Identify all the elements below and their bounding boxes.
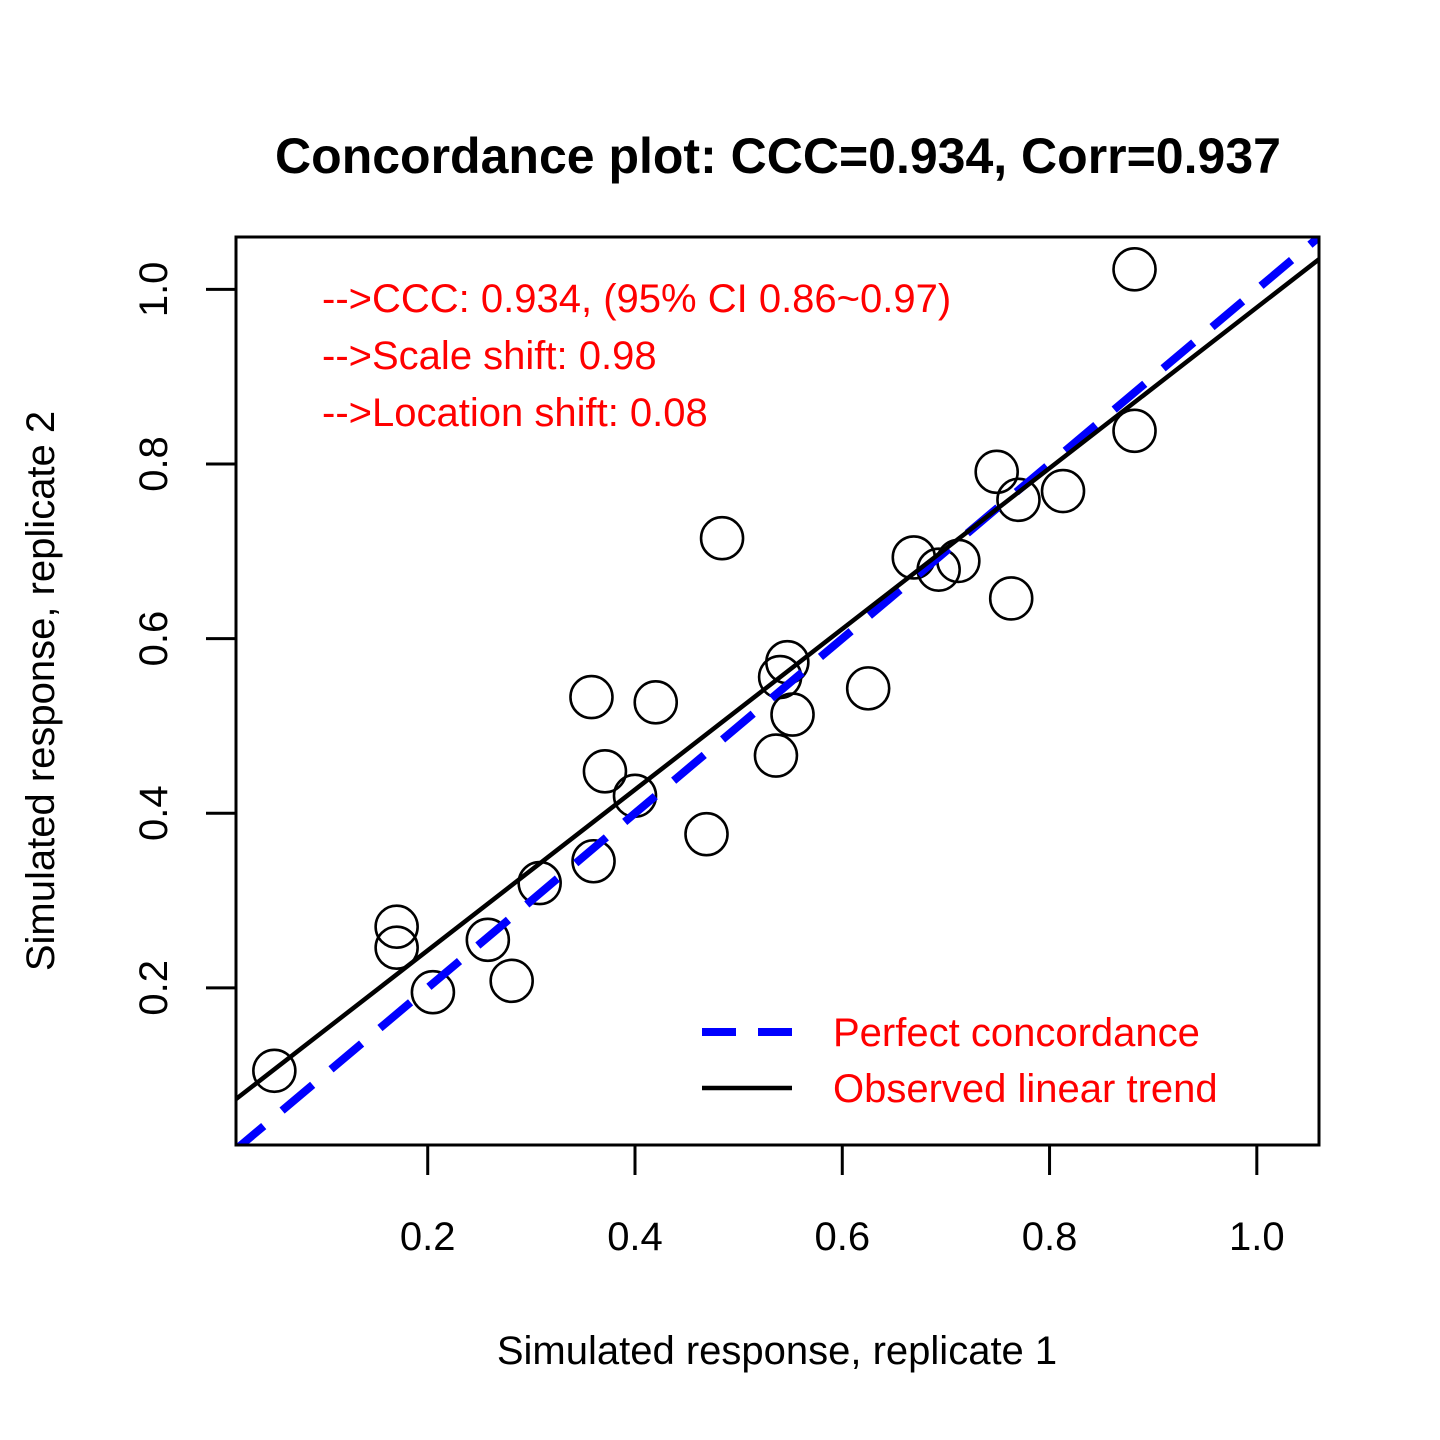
data-point-2: [374, 925, 419, 970]
y-tick-label-2: 0.6: [132, 611, 176, 667]
data-point-12: [684, 811, 729, 857]
data-point-17: [770, 692, 815, 737]
data-point-23: [988, 576, 1034, 621]
annotation-0: -->CCC: 0.934, (95% CI 0.86~0.97): [322, 277, 951, 321]
data-point-8: [571, 838, 616, 884]
data-point-9: [582, 749, 628, 794]
legend: Perfect concordance Observed linear trend: [702, 1011, 1218, 1111]
annotation-1: -->Scale shift: 0.98: [322, 334, 657, 378]
y-tick-label-1: 0.4: [132, 785, 176, 841]
data-point-27: [1112, 247, 1157, 292]
data-point-26: [1112, 408, 1157, 454]
x-tick-label-0: 0.2: [400, 1215, 456, 1259]
annotation-2: -->Location shift: 0.08: [322, 391, 708, 435]
data-point-7: [569, 674, 614, 720]
legend-label-1: Observed linear trend: [833, 1067, 1218, 1111]
data-point-0: [252, 1048, 297, 1094]
y-tick-label-0: 0.2: [132, 960, 176, 1016]
data-point-5: [489, 958, 534, 1004]
chart-title: Concordance plot: CCC=0.934, Corr=0.937: [275, 128, 1281, 184]
data-point-22: [974, 449, 1019, 495]
observed-trend-line: [236, 256, 1319, 1102]
y-tick-label-4: 1.0: [132, 262, 176, 318]
x-tick-label-2: 0.6: [814, 1215, 870, 1259]
y-tick-label-3: 0.8: [132, 436, 176, 492]
data-point-1: [374, 904, 419, 950]
data-point-11: [633, 680, 679, 725]
data-point-24: [996, 477, 1041, 523]
data-point-13: [699, 515, 745, 561]
x-axis: 0.2 0.4 0.6 0.8 1.0: [400, 1143, 1285, 1259]
perfect-concordance-line: [236, 237, 1319, 1145]
x-tick-label-4: 1.0: [1229, 1215, 1285, 1259]
data-point-4: [465, 917, 511, 963]
y-axis-label: Simulated response, replicate 2: [19, 411, 63, 971]
data-point-3: [410, 969, 456, 1015]
annotations: -->CCC: 0.934, (95% CI 0.86~0.97) -->Scal…: [322, 277, 951, 435]
x-axis-label: Simulated response, replicate 1: [497, 1329, 1057, 1373]
legend-label-0: Perfect concordance: [833, 1011, 1200, 1055]
x-tick-label-1: 0.4: [607, 1215, 663, 1259]
data-point-18: [845, 666, 891, 711]
x-tick-label-3: 0.8: [1022, 1215, 1078, 1259]
lines-layer: [236, 237, 1319, 1145]
data-point-25: [1040, 468, 1086, 514]
data-point-14: [753, 733, 799, 778]
y-axis: 0.2 0.4 0.6 0.8 1.0: [132, 262, 238, 1016]
